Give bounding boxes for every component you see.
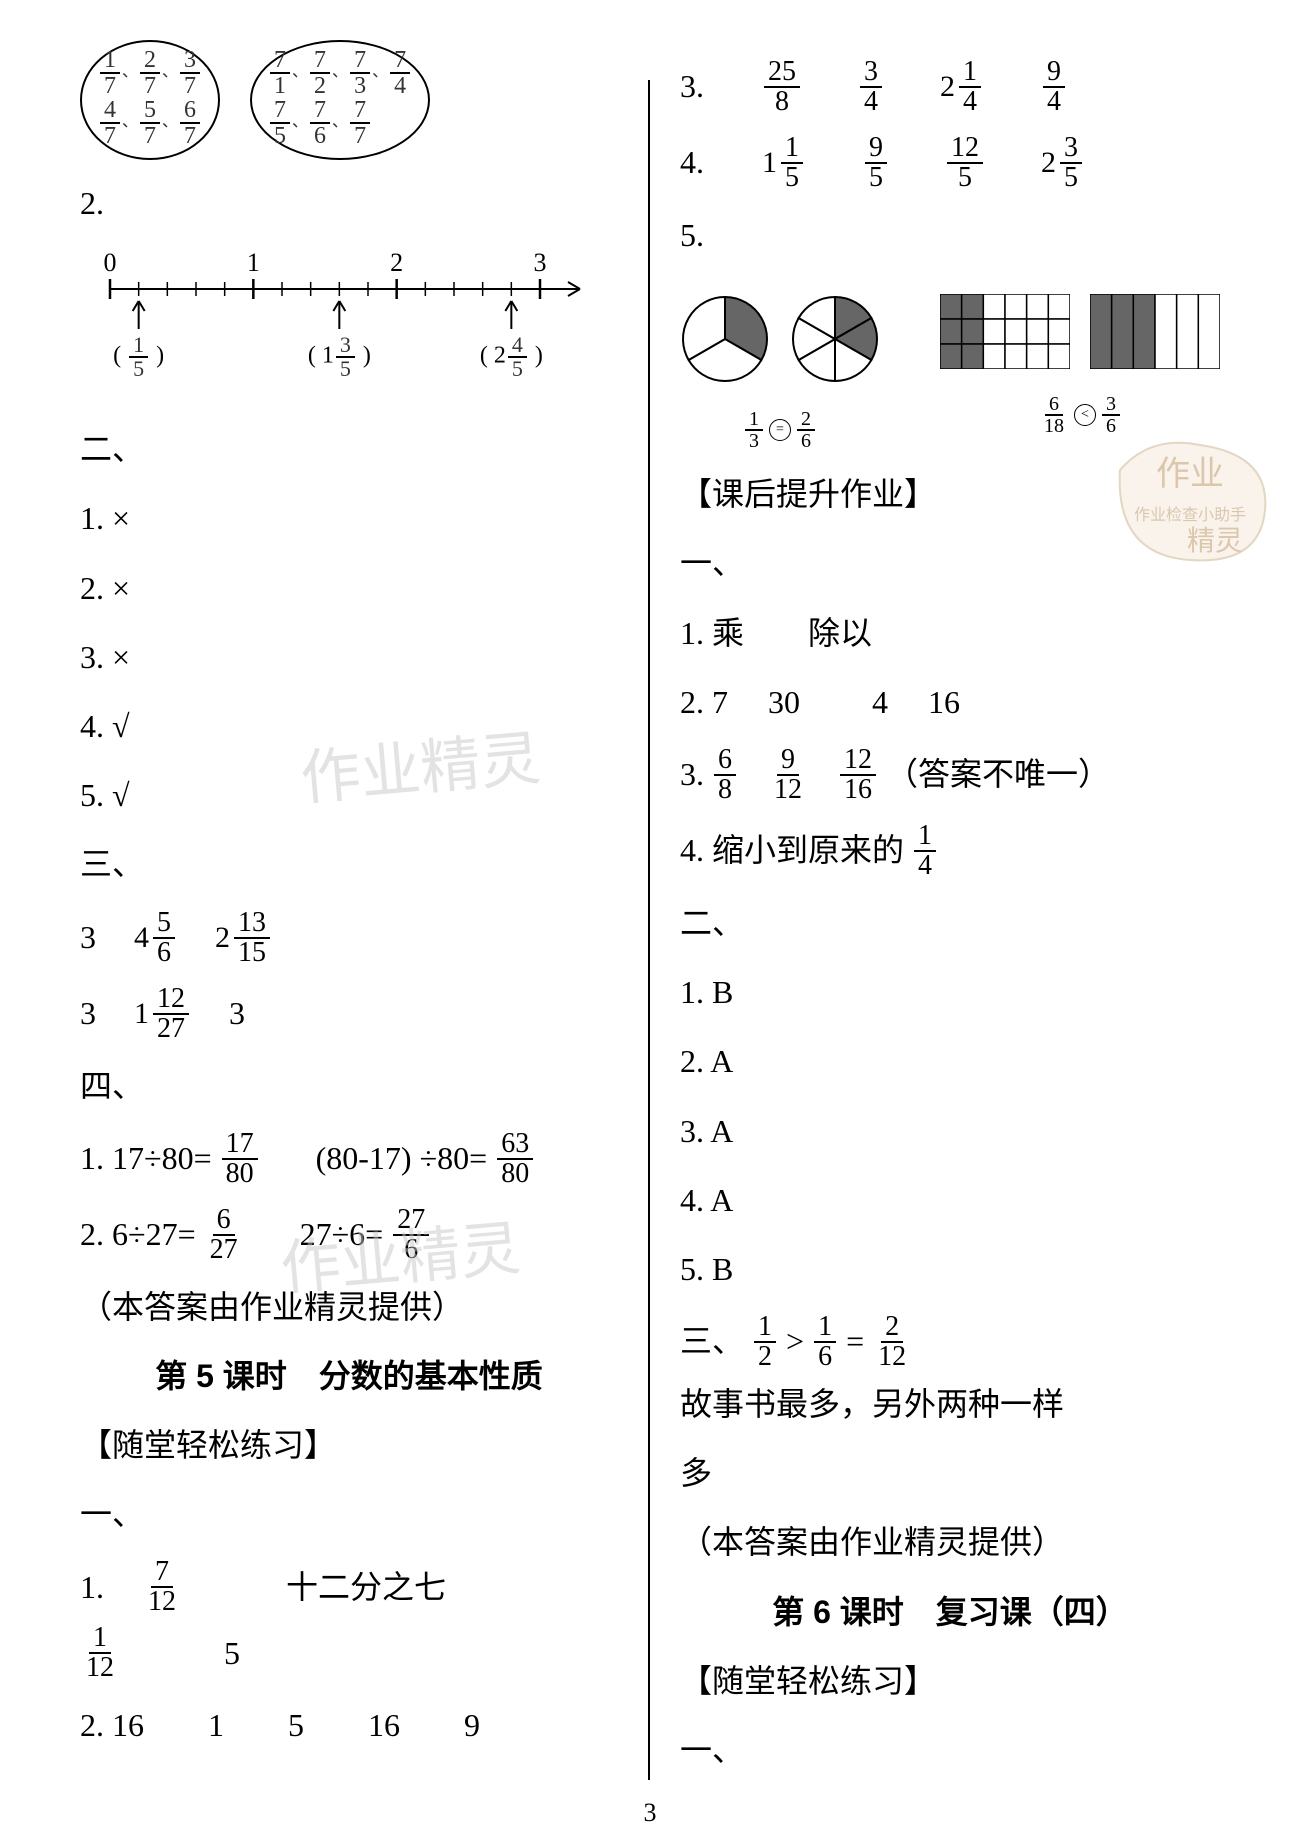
fraction: 14 [914,822,936,880]
text: 3. [680,749,704,800]
lesson-5-title: 第 5 课时 分数的基本性质 [80,1351,618,1402]
pie-group: 13 = 26 [680,279,880,451]
right-line-3: 3.2583421494 [680,58,1220,116]
handwritten-ovals: 17、27、3747、57、67 71、72、73、7475、76、77 [80,40,618,160]
text: 十二分之七 [286,1562,446,1613]
judge-item: 3. × [80,632,618,683]
text: (80-17) ÷80= [316,1133,488,1184]
gt-sign: > [786,1316,804,1367]
post-line-4: 4. 缩小到原来的 14 [680,822,1220,880]
last-yi: 一、 [680,1725,1220,1776]
credit-line: （本答案由作业精灵提供） [80,1282,618,1333]
post-line-1: 1. 乘 除以 [680,608,1220,659]
pie-2-6 [790,294,880,384]
svg-text:2: 2 [390,249,403,277]
text: 故事书最多，另外两种一样 [680,1379,1064,1430]
eq-sign: = [846,1316,864,1367]
svg-text:1: 1 [247,249,260,277]
pie-1-3 [680,294,770,384]
post-line-3: 3. 689121216 （答案不唯一） [680,746,1220,804]
text: （答案不唯一） [886,749,1110,800]
judge-item: 4. √ [80,701,618,752]
text: 1. [80,1562,104,1613]
choice-item: 2. A [680,1036,1220,1087]
item-2-label: 2. [80,178,618,229]
fraction: 16 [814,1313,836,1371]
left-column: 17、27、3747、57、67 71、72、73、7475、76、77 2. … [50,40,648,1798]
text: 2. 6÷27= [80,1209,196,1260]
lesson-6-title: 第 6 课时 复习课（四） [680,1587,1220,1638]
stamp-icon: 作业 作业检查小助手 精灵 [1100,430,1280,570]
section-san-cont: 多 [680,1448,1220,1499]
section-san: 三、 12 > 16 = 212 故事书最多，另外两种一样 [680,1313,1220,1430]
choice-item: 5. B [680,1244,1220,1295]
lesson5-line-1: 1. 712 十二分之七 112 5 [80,1558,618,1682]
svg-text:作业检查小助手: 作业检查小助手 [1134,506,1246,524]
grid-6-18 [940,294,1070,369]
equals-icon: = [769,419,791,441]
right-line-4: 4.11595125235 [680,134,1220,192]
right-column: 3.2583421494 4.11595125235 5. 13 = 26 [650,40,1250,1798]
choice-item: 3. A [680,1106,1220,1157]
page-container: 17、27、3747、57、67 71、72、73、7475、76、77 2. … [50,40,1250,1798]
section-er: 二、 [680,898,1220,949]
text: 5 [224,1628,240,1679]
fraction: 712 [144,1558,180,1616]
svg-text:作业: 作业 [1156,456,1224,493]
text: 27÷6= [300,1209,384,1260]
section-4-title: 四、 [80,1061,618,1112]
section-yi: 一、 [80,1489,618,1540]
section-3-title: 三、 [80,839,618,890]
text: 4. 缩小到原来的 [680,825,904,876]
section-4-line-2: 2. 6÷27= 627 27÷6= 276 [80,1206,618,1264]
fraction: 1780 [222,1130,258,1188]
fraction: 276 [393,1206,429,1264]
lesson5-line-2: 2. 16 1 5 16 9 [80,1700,618,1751]
judge-item: 1. × [80,493,618,544]
choice-item: 4. A [680,1175,1220,1226]
judge-item: 5. √ [80,770,618,821]
oval-1: 17、27、3747、57、67 [80,40,220,160]
grid-group: 618 < 36 [940,279,1220,436]
post-line-2: 2. 7 30 4 16 [680,677,1220,728]
credit-line-right: （本答案由作业精灵提供） [680,1517,1220,1568]
svg-text:3: 3 [534,249,547,277]
fraction: 6380 [497,1130,533,1188]
judge-item: 2. × [80,563,618,614]
less-than-icon: < [1074,404,1096,426]
page-number: 3 [644,1798,657,1828]
fraction: 12 [754,1313,776,1371]
oval-2: 71、72、73、7475、76、77 [250,40,430,160]
practice-title-right: 【随堂轻松练习】 [680,1656,1220,1707]
fraction: 112 [82,1624,118,1682]
fraction: 212 [874,1313,910,1371]
svg-text:精灵: 精灵 [1187,525,1243,557]
number-line: 0123( 15 )( 135 )( 245 ) [80,249,618,394]
section-3-row-2: 3112273 [80,985,618,1043]
section-2-title: 二、 [80,424,618,475]
practice-title: 【随堂轻松练习】 [80,1420,618,1471]
right-line-5: 5. [680,210,1220,261]
section-3-row-1: 345621315 [80,909,618,967]
section-4-line-1: 1. 17÷80= 1780 (80-17) ÷80= 6380 [80,1130,618,1188]
fraction: 627 [206,1206,242,1264]
text: 三、 [680,1316,744,1367]
choice-item: 1. B [680,967,1220,1018]
pie-label: 13 = 26 [680,409,880,451]
grid-3-6 [1090,294,1220,369]
text: 1. 17÷80= [80,1133,212,1184]
svg-text:0: 0 [104,249,117,277]
